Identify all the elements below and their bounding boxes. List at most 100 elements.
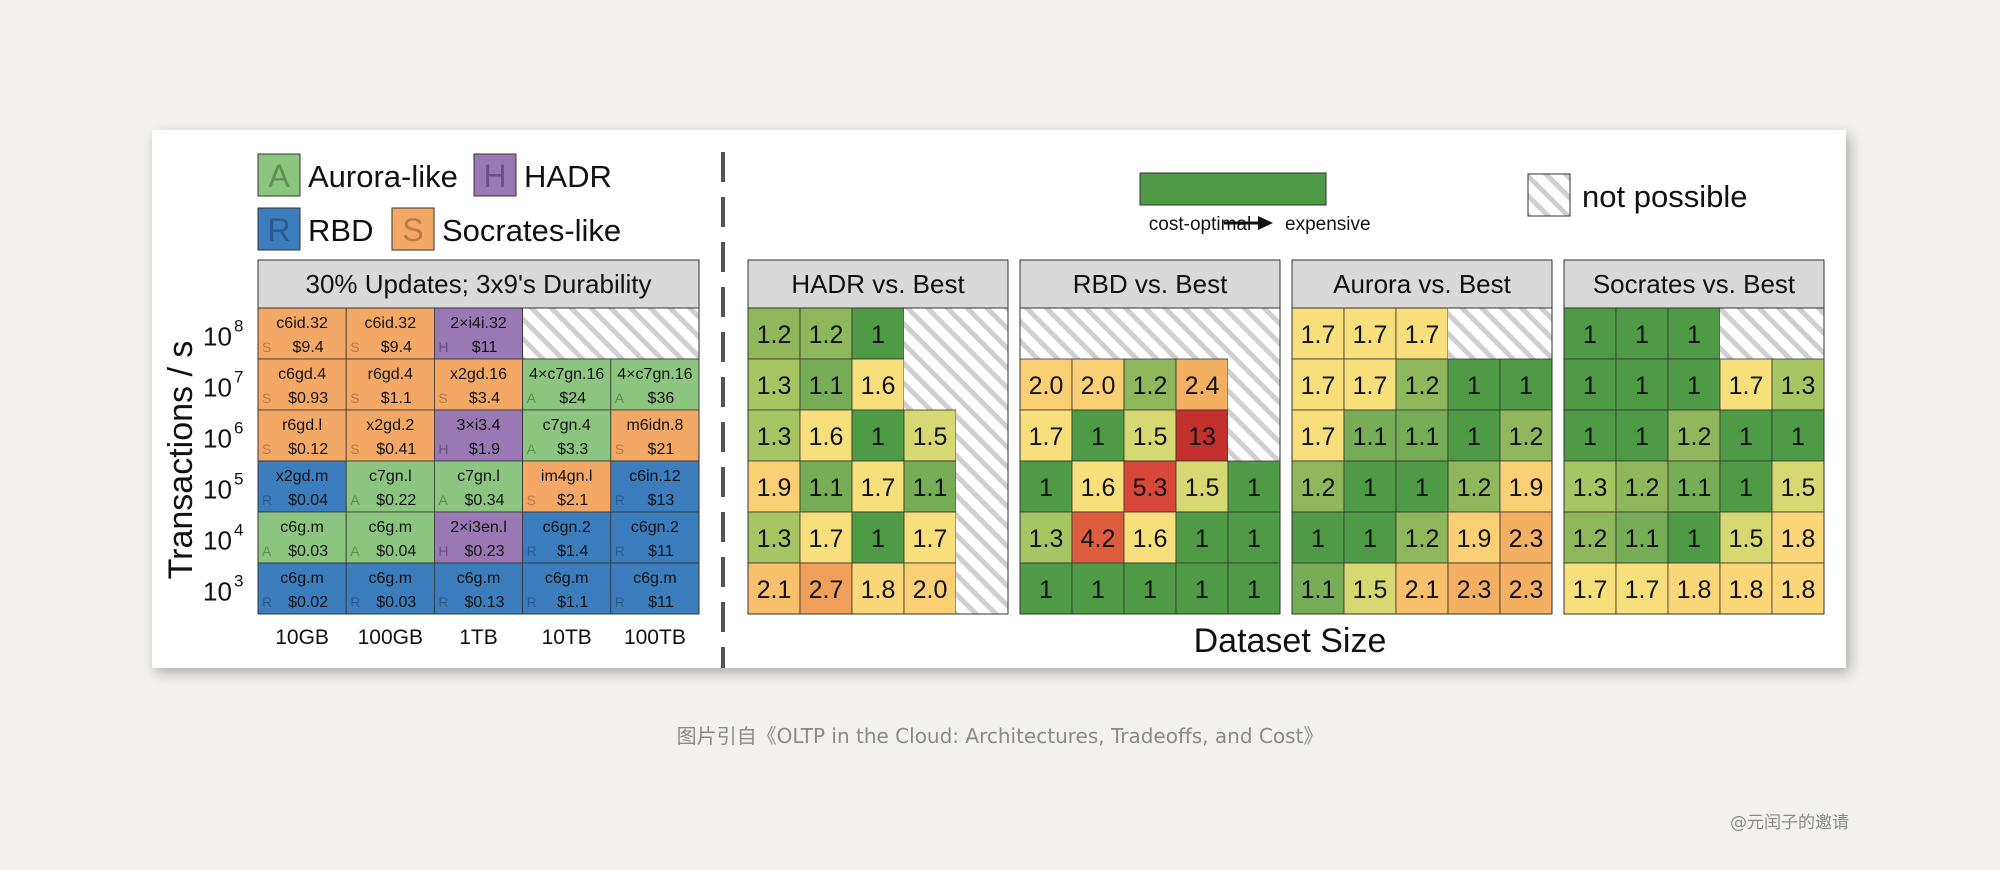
table-cell-instance: im4gn.l [541,468,593,485]
table-cell-arch: S [350,441,359,457]
legend-swatch-h [473,153,517,197]
heatmap-cell [1175,460,1229,513]
table-cell-cost: $1.1 [557,594,588,611]
panel-title-box [1019,259,1281,309]
heatmap-value: 1 [1687,372,1701,400]
scale-bar [1139,172,1327,206]
heatmap-cell [1175,409,1229,462]
y-tick-base: 10 [203,577,232,607]
table-cell-cost: $2.1 [557,492,588,509]
y-tick-exponent: 6 [234,419,243,438]
table-cell [433,511,523,564]
heatmap-value: 1 [1247,576,1261,604]
legend-label-a: Aurora-like [308,159,458,194]
not-possible-swatch [1527,173,1571,217]
heatmap-cell [1343,307,1397,360]
table-cell-arch: R [615,543,625,559]
table-cell [257,358,347,411]
table-cell-arch: A [262,543,272,559]
heatmap-cell [747,562,801,615]
watermark-text: @元闰子的邀请 [1730,813,1849,833]
heatmap-value: 1 [1791,423,1805,451]
heatmap-value: 1 [1635,372,1649,400]
table-cell-cost: $0.13 [464,594,504,611]
heatmap-value: 1.2 [1509,423,1544,451]
heatmap-value: 1 [1583,321,1597,349]
table-cell-cost: $0.34 [464,492,504,509]
table-cell-cost: $0.03 [288,543,328,560]
heatmap-value: 1.2 [757,321,792,349]
y-axis-label: Transactions / s [162,341,200,580]
heatmap-value: 1.9 [1457,525,1492,553]
table-cell-cost: $0.12 [288,441,328,458]
not-possible-area [1228,410,1280,461]
table-cell-cost: $0.22 [376,492,416,509]
table-cell-cost: $24 [559,390,586,407]
heatmap-cell [747,307,801,360]
table-cell [522,460,612,513]
heatmap-cell [903,562,957,615]
table-cell-instance: c6g.m [633,570,677,587]
table-cell-cost: $0.02 [288,594,328,611]
heatmap-value: 1.3 [757,525,792,553]
heatmap-value: 1.2 [1573,525,1608,553]
table-cell-arch: S [262,339,271,355]
heatmap-value: 1 [1195,576,1209,604]
heatmap-value: 1 [1247,525,1261,553]
heatmap-cell [1563,358,1617,411]
heatmap-cell [1499,460,1553,513]
heatmap-value: 1 [1143,576,1157,604]
table-cell-instance: c6g.m [369,570,413,587]
table-cell-arch: H [438,339,448,355]
legend-label-h: HADR [524,159,612,194]
table-cell-instance: 4×c7gn.16 [529,366,604,383]
heatmap-value: 1.1 [1625,525,1660,553]
y-tick-base: 10 [203,526,232,556]
table-cell-arch: A [527,441,537,457]
table-cell-instance: c7gn.4 [543,417,591,434]
heatmap-cell [1615,511,1669,564]
heatmap-value: 1.7 [1029,423,1064,451]
heatmap-value: 2.3 [1509,525,1544,553]
heatmap-cell [1227,562,1281,615]
heatmap-value: 2.0 [913,576,948,604]
table-cell-arch: A [615,390,625,406]
table-cell-cost: $13 [648,492,675,509]
table-cell-arch: R [527,543,537,559]
heatmap-cell [1175,511,1229,564]
x-tick-label: 10GB [275,626,329,649]
heatmap-cell [1615,460,1669,513]
table-cell [433,409,523,462]
heatmap-value: 1.7 [1301,423,1336,451]
heatmap-cell [1667,562,1721,615]
heatmap-cell [1499,358,1553,411]
legend-swatch-a [257,153,301,197]
panel-title: Socrates vs. Best [1593,269,1796,299]
table-cell-cost: $0.23 [464,543,504,560]
heatmap-value: 1.3 [757,423,792,451]
table-cell-instance: c6gd.4 [278,366,326,383]
table-cell-arch: R [527,594,537,610]
x-tick-label: 1TB [459,626,498,649]
heatmap-cell [1291,562,1345,615]
heatmap-cell [1227,460,1281,513]
legend-label-s: Socrates-like [442,213,621,248]
table-cell-arch: A [438,492,448,508]
table-cell-cost: $1.4 [557,543,588,560]
heatmap-value: 1.6 [1081,474,1116,502]
table-cell [433,358,523,411]
table-cell-arch: R [262,594,272,610]
heatmap-value: 1 [1415,474,1429,502]
heatmap-value: 1.7 [1729,372,1764,400]
table-cell [345,511,435,564]
heatmap-value: 1 [1091,423,1105,451]
heatmap-value: 1.3 [1781,372,1816,400]
heatmap-cell [1615,409,1669,462]
heatmap-value: 1.8 [1677,576,1712,604]
heatmap-value: 1 [871,423,885,451]
x-axis-label: Dataset Size [1194,622,1387,660]
table-cell-arch: S [350,390,359,406]
table-cell-instance: c6in.12 [629,468,681,485]
table-cell-instance: 2×i3en.l [450,519,507,536]
heatmap-cell [747,358,801,411]
